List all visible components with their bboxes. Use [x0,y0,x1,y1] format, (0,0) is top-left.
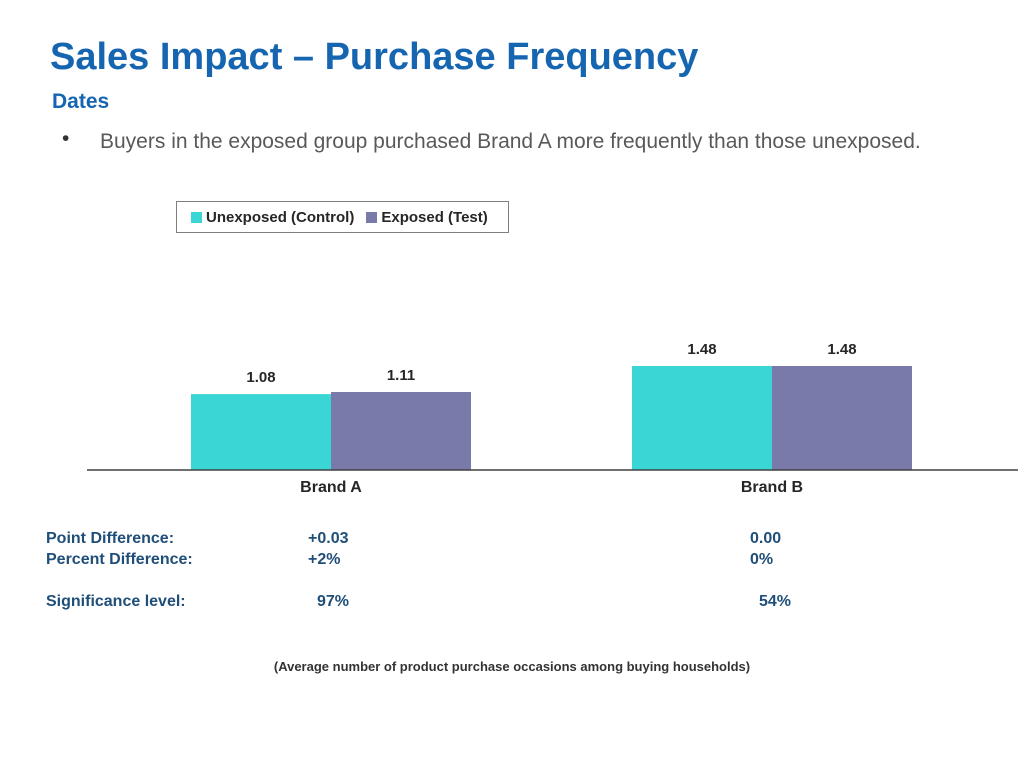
slide-subtitle: Dates [52,90,110,113]
bar-brand-a-unexposed [191,394,331,470]
slide-title: Sales Impact – Purchase Frequency [50,36,699,78]
bar-brand-b-exposed [772,366,912,470]
point-difference-label: Point Difference: [46,530,175,547]
brand-b-percent-difference: 0% [750,551,774,568]
data-label-brand-a-unexposed: 1.08 [246,369,275,386]
legend-swatch-exposed [366,211,378,223]
legend-item-exposed: Exposed (Test) [366,208,488,226]
bar-chart: 1.08 1.11 Brand A 1.48 1.48 Brand B [87,341,1018,496]
legend-item-unexposed: Unexposed (Control) [191,209,354,226]
brand-a-significance: 97% [317,593,350,610]
stats-labels: Point Difference: Percent Difference: Si… [46,528,193,612]
stats-brand-a: +0.03 +2% 97% [308,528,349,612]
brand-a-percent-difference: +2% [308,551,341,568]
data-label-brand-a-exposed: 1.11 [387,367,415,384]
legend-label-unexposed: Unexposed (Control) [206,208,355,226]
brand-b-significance: 54% [759,593,792,610]
significance-label: Significance level: [46,593,186,610]
data-label-brand-b-exposed: 1.48 [827,341,856,358]
chart-footnote: (Average number of product purchase occa… [273,659,751,674]
stats-brand-b: 0.00 0% 54% [750,528,791,612]
bullet-text: Buyers in the exposed group purchased Br… [100,130,921,153]
legend-label-exposed: Exposed (Test) [381,208,488,226]
legend-swatch-unexposed [191,211,202,223]
brand-a-point-difference: +0.03 [308,530,349,547]
chart-legend: Unexposed (Control) Exposed (Test) [176,201,509,233]
percent-difference-label: Percent Difference: [46,551,193,568]
bar-brand-a-exposed [331,392,471,470]
category-label-brand-a: Brand A [300,479,362,496]
category-label-brand-b: Brand B [741,479,803,496]
brand-b-point-difference: 0.00 [750,530,782,547]
bar-brand-b-unexposed [632,366,772,470]
bullet-marker: • [62,127,70,150]
data-label-brand-b-unexposed: 1.48 [687,341,716,358]
